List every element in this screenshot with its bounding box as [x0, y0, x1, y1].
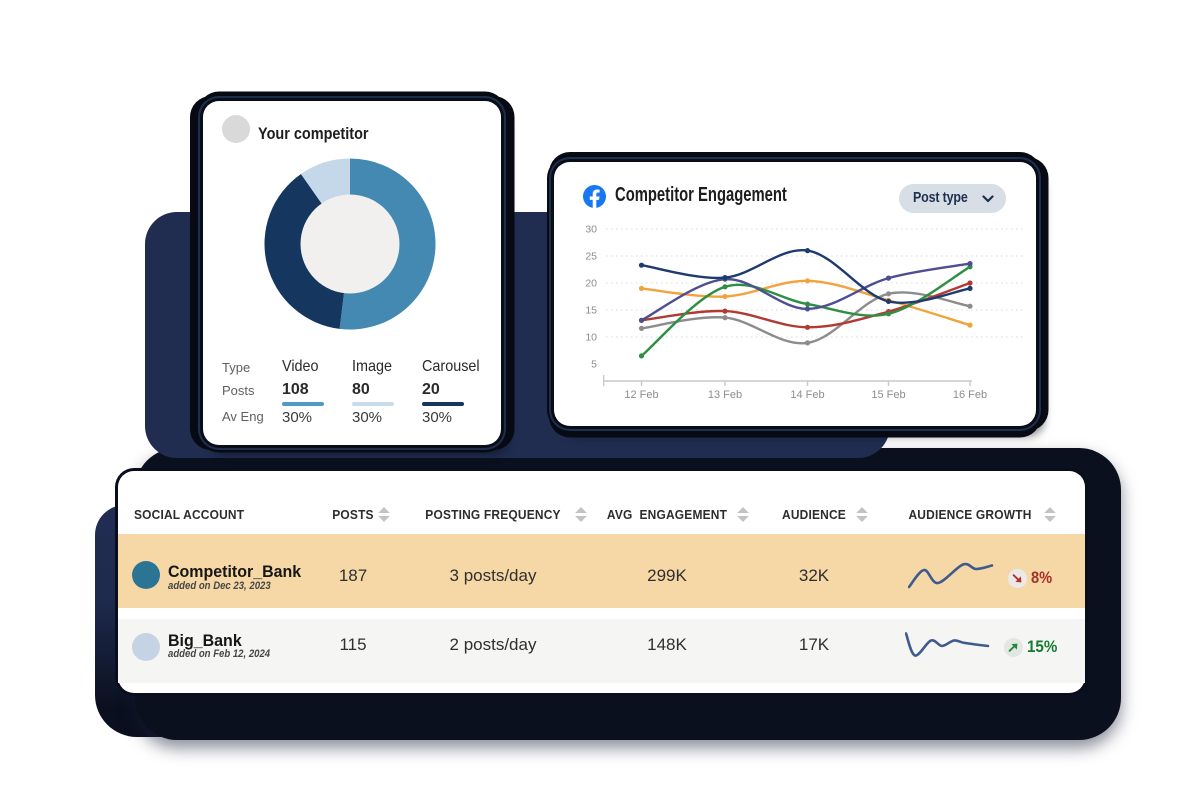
svg-text:14 Feb: 14 Feb	[790, 389, 824, 401]
svg-text:25: 25	[585, 251, 597, 263]
svg-text:30: 30	[585, 224, 597, 236]
svg-text:20: 20	[585, 278, 597, 290]
svg-text:10: 10	[585, 332, 597, 344]
svg-text:13 Feb: 13 Feb	[708, 389, 742, 401]
svg-text:15: 15	[585, 305, 597, 317]
svg-text:12 Feb: 12 Feb	[624, 389, 658, 401]
svg-text:16 Feb: 16 Feb	[953, 389, 987, 401]
svg-text:5: 5	[591, 359, 597, 371]
svg-text:15 Feb: 15 Feb	[871, 389, 905, 401]
